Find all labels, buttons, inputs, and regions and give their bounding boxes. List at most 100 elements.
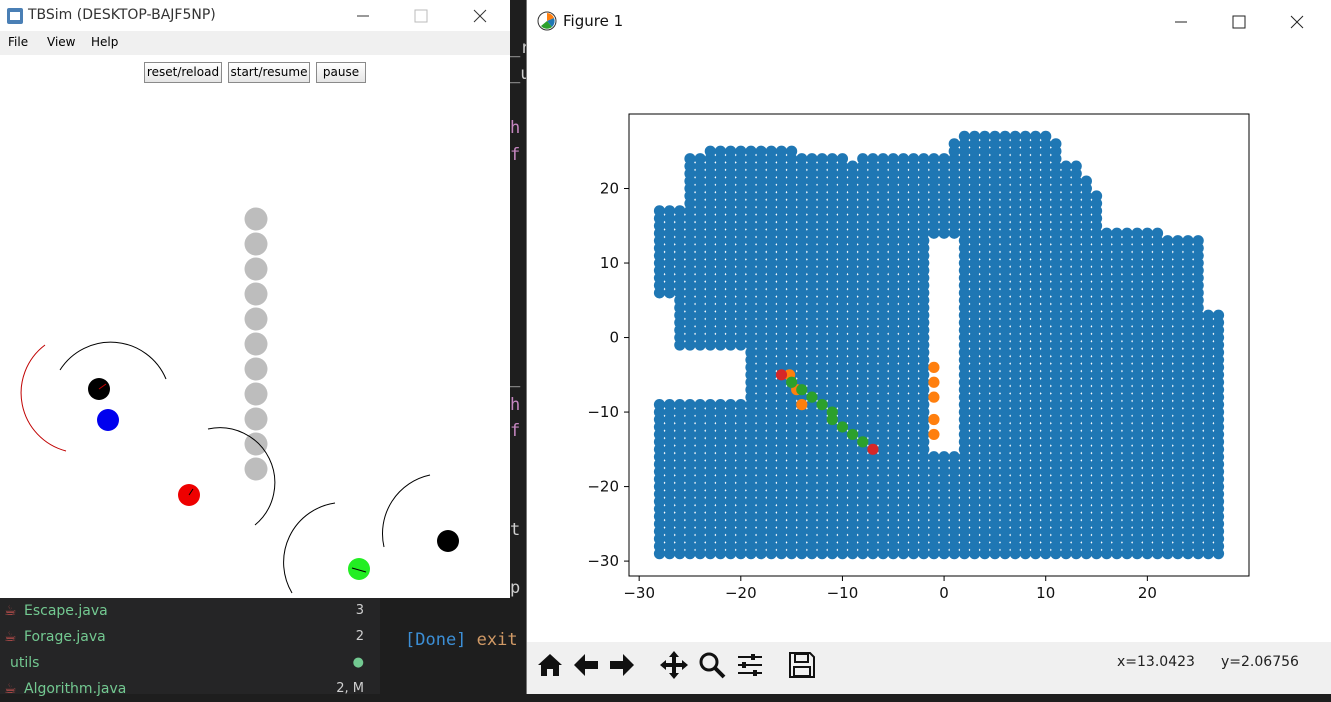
maximize-icon[interactable] [1231,14,1247,30]
pan-icon[interactable] [657,648,691,682]
modified-dot-badge: ● [352,655,364,670]
forward-icon[interactable] [605,648,639,682]
menu-view[interactable]: View [47,35,76,49]
sensor-arc [207,427,276,526]
sensor-arc [283,502,336,594]
free-space-point [694,153,706,165]
menu-help[interactable]: Help [91,35,119,49]
red-point [775,369,788,381]
free-space-point [735,399,747,411]
x-tick-label: −30 [623,584,655,602]
y-tick-label: 0 [609,329,619,347]
back-icon[interactable] [569,648,603,682]
problem-count-badge: 2 [355,629,364,644]
green-point [826,413,838,426]
code-fragment: f [510,145,521,165]
y-tick-label: 20 [600,180,619,198]
code-fragment: p [510,578,521,598]
pause-button[interactable]: pause [316,62,366,83]
configure-icon[interactable] [733,648,767,682]
java-file-icon: ☕ [4,603,17,619]
free-space-point [938,451,950,463]
robot-blue [97,409,119,431]
green-point [806,391,818,403]
start-resume-button[interactable]: start/resume [228,62,310,83]
green-point [857,436,869,448]
menu-file[interactable]: File [8,35,29,49]
free-space-point [786,145,798,157]
free-space-point [765,145,777,157]
free-space-point [704,145,716,157]
code-fragment: f [510,421,521,441]
free-space-point [704,399,716,411]
close-icon[interactable] [472,8,488,24]
zoom-icon[interactable] [695,648,729,682]
free-space-point [1172,235,1184,247]
folder-item-utils[interactable]: utils ● [0,650,380,676]
matplotlib-icon [537,11,557,31]
file-name: Escape.java [24,603,108,619]
free-space-point [775,145,788,157]
orange-point [928,376,940,388]
free-space-point [684,399,696,411]
orange-point [928,361,940,373]
save-icon[interactable] [785,648,819,682]
free-space-point [664,205,676,217]
file-item-algorithm[interactable]: ☕ Algorithm.java 2, M [0,676,380,702]
close-icon[interactable] [1289,14,1305,30]
free-space-point [968,130,981,142]
green-point [836,421,849,433]
tbsim-titlebar[interactable]: TBSim (DESKTOP-BAJF5NP) [0,0,510,31]
free-space-point [664,399,676,411]
home-icon[interactable] [533,648,567,682]
x-tick-label: 10 [1036,584,1055,602]
free-space-point [694,399,706,411]
x-tick-label: −20 [725,584,757,602]
green-point [847,428,859,441]
scatter-chart[interactable]: −30 −20 −10 0 10 20 −30 −20 −10 0 10 20 [527,42,1331,642]
x-tick-label: −10 [827,584,859,602]
code-fragment: _ [510,368,521,388]
free-space-point [918,153,930,165]
free-space-point [999,130,1011,142]
minimize-icon[interactable] [1173,14,1189,30]
problem-count-badge: 2, M [336,681,364,696]
free-space-point [979,130,991,142]
free-space-point [1131,227,1143,239]
red-point [867,443,879,455]
cursor-x-readout: x=13.0423 [1117,654,1195,670]
code-fragment: h [510,118,521,138]
free-space-point [1029,130,1042,142]
window-title: TBSim (DESKTOP-BAJF5NP) [28,7,216,23]
figure-toolbar [527,642,1331,694]
file-item-forage[interactable]: ☕ Forage.java 2 [0,624,380,650]
free-space-point [1111,227,1123,239]
robot-red [178,484,200,506]
java-app-icon [7,8,23,24]
y-tick-label: −10 [587,403,619,421]
reset-reload-button[interactable]: reset/reload [144,62,222,83]
terminal-done-tag: [Done] [405,630,467,650]
file-name: Algorithm.java [24,681,127,697]
free-space-point [745,145,757,157]
minimize-icon[interactable] [355,8,371,24]
free-space-point [653,399,666,411]
free-space-point [958,130,971,142]
terminal-output: [Done] exit [405,630,518,650]
tbsim-menubar: File View Help [0,31,510,55]
free-space-point [867,153,879,165]
free-space-point [826,153,838,165]
green-point [796,384,808,396]
file-item-escape[interactable]: ☕ Escape.java 3 [0,598,380,624]
free-space-point [1070,160,1082,172]
simulation-canvas[interactable] [0,85,510,598]
free-space-point [714,145,727,157]
free-space-point [887,153,899,165]
free-space-point [1040,130,1052,142]
free-space-point [836,153,849,165]
java-file-icon: ☕ [4,629,17,645]
maximize-icon[interactable] [413,8,429,24]
figure-titlebar[interactable]: Figure 1 [527,0,1331,42]
code-fragment: _u [510,64,531,84]
free-space-point [1212,309,1225,321]
